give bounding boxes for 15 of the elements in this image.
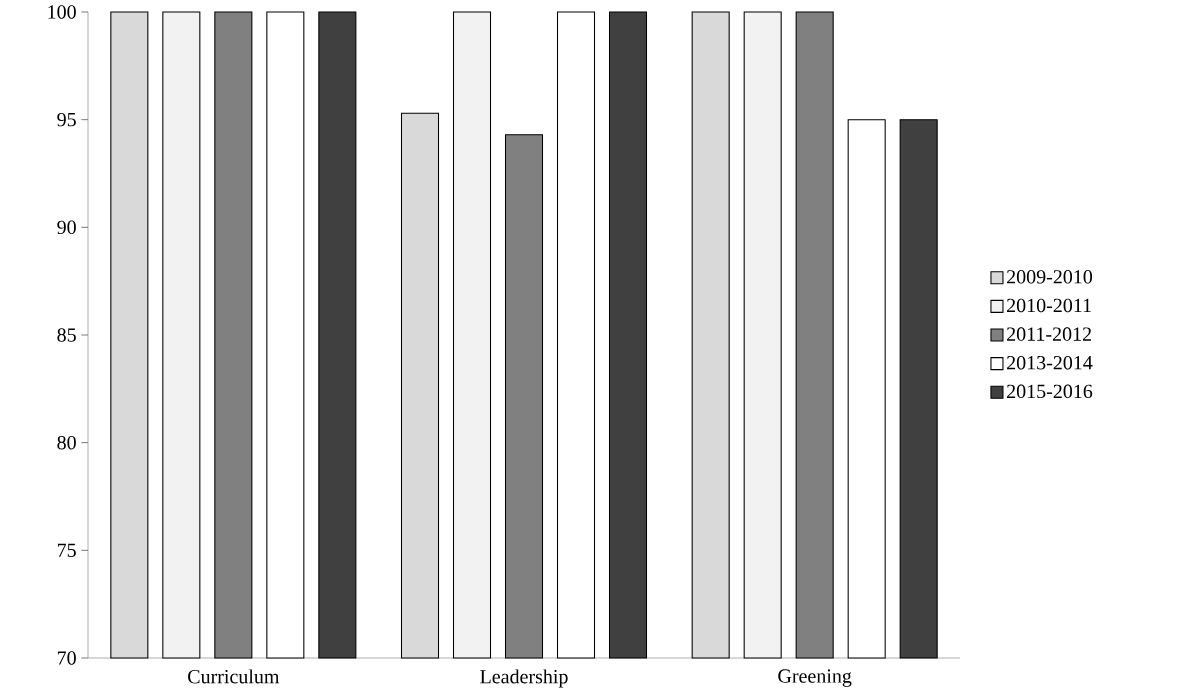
legend-label: 2015-2016: [1007, 384, 1093, 399]
x-tick-label: Greening: [778, 669, 852, 687]
y-tick-label: 80: [57, 435, 76, 450]
y-tick-label: 75: [57, 543, 76, 557]
y-tick-label: 95: [57, 112, 76, 127]
y-tick-label: 90: [57, 220, 76, 235]
y-tick-label: 70: [57, 651, 76, 665]
legend-label: 2011-2012: [1007, 327, 1091, 341]
legend-label: 2013-2014: [1007, 355, 1093, 370]
y-tick-label: 85: [57, 328, 76, 342]
x-tick-label: Curriculum: [188, 669, 280, 684]
y-tick-label: 100: [48, 5, 76, 19]
legend-label: 2010-2011: [1007, 298, 1091, 313]
legend-label: 2009-2010: [1007, 270, 1093, 284]
x-tick-label: Leadership: [480, 669, 568, 688]
